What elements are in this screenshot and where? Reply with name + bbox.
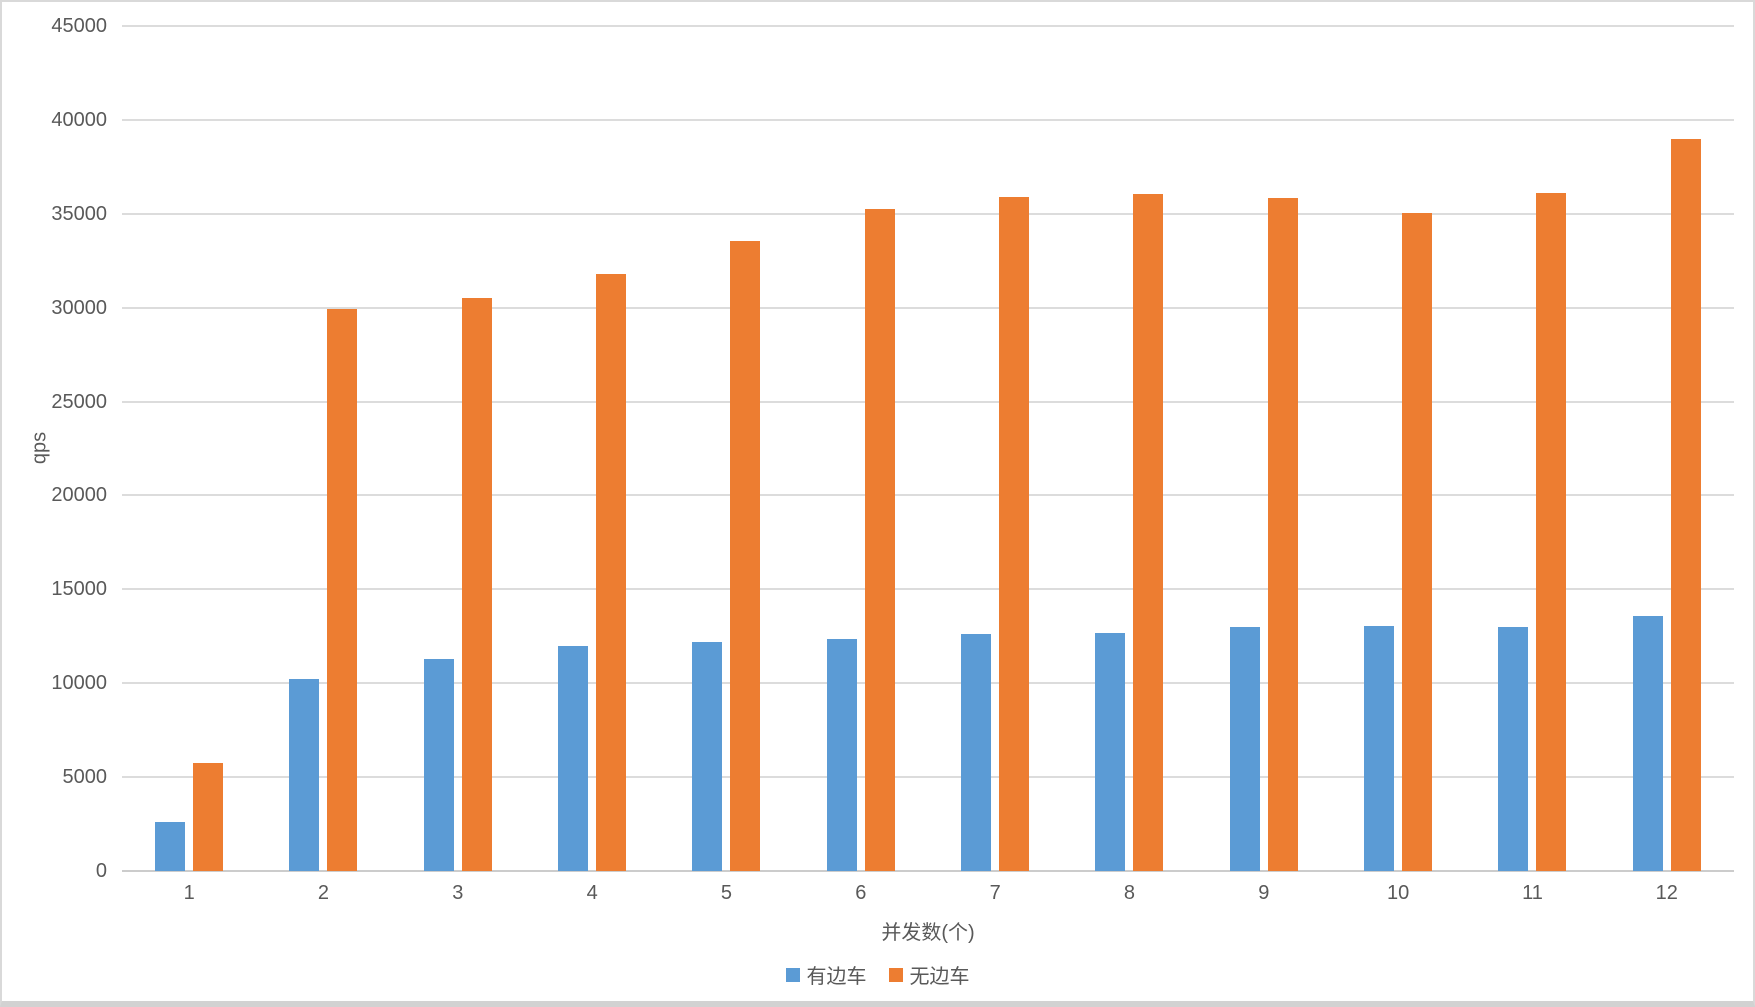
y-tick-label: 10000 <box>51 672 107 695</box>
bar-with-sidecar <box>1229 626 1260 871</box>
category-group-12 <box>1600 26 1734 871</box>
bar-with-sidecar <box>1095 632 1126 871</box>
category-group-8 <box>1062 26 1196 871</box>
bar-with-sidecar <box>1364 625 1395 871</box>
bar-without-sidecar <box>596 273 627 871</box>
bar-with-sidecar <box>423 658 454 871</box>
category-group-11 <box>1465 26 1599 871</box>
y-gridline <box>122 588 1734 591</box>
y-tick-label: 25000 <box>51 390 107 413</box>
gridline-layer <box>122 25 1734 872</box>
bar-without-sidecar <box>461 298 492 871</box>
bar-with-sidecar <box>826 639 857 871</box>
plot-area <box>122 25 1734 872</box>
legend: 有边车 无边车 <box>2 960 1753 989</box>
bar-with-sidecar <box>155 822 186 871</box>
y-gridline <box>122 25 1734 27</box>
category-group-4 <box>525 26 659 871</box>
x-tick-label: 1 <box>183 882 195 904</box>
x-tick-label: 5 <box>720 882 733 904</box>
y-gridline <box>122 118 1734 121</box>
category-group-2 <box>256 26 390 871</box>
y-gridline <box>122 306 1734 309</box>
x-tick-label: 11 <box>1522 882 1543 904</box>
legend-item-without-sidecar: 无边车 <box>888 960 970 989</box>
y-tick-label: 30000 <box>51 296 107 319</box>
x-axis-baseline <box>122 870 1734 872</box>
y-gridline <box>122 494 1734 497</box>
bar-without-sidecar <box>327 308 358 871</box>
bar-with-sidecar <box>961 634 992 871</box>
x-tick-label: 7 <box>989 882 1001 904</box>
bar-without-sidecar <box>1133 194 1164 871</box>
y-tick-label: 20000 <box>51 484 107 507</box>
bar-without-sidecar <box>1267 197 1298 871</box>
category-group-9 <box>1197 26 1331 871</box>
legend-label-without-sidecar: 无边车 <box>909 966 970 988</box>
category-group-6 <box>794 26 928 871</box>
y-gridline <box>122 776 1734 779</box>
bar-without-sidecar <box>999 196 1030 871</box>
bar-without-sidecar <box>1670 138 1701 871</box>
category-group-5 <box>659 26 793 871</box>
bar-layer <box>122 26 1734 871</box>
bar-with-sidecar <box>289 679 320 871</box>
x-tick-label: 3 <box>452 882 464 904</box>
x-tick-label: 6 <box>855 882 867 904</box>
x-axis-title: 并发数(个) <box>881 922 975 944</box>
legend-label-with-sidecar: 有边车 <box>806 966 867 988</box>
y-axis-ticks: 0 5000 10000 15000 20000 25000 30000 35000 40000… <box>2 16 108 881</box>
bar-with-sidecar <box>558 645 589 871</box>
y-tick-label: 35000 <box>51 202 107 225</box>
y-gridline <box>122 682 1734 685</box>
category-group-7 <box>928 26 1062 871</box>
x-tick-label: 9 <box>1258 882 1270 904</box>
y-gridline <box>122 212 1734 215</box>
x-tick-label: 4 <box>586 882 598 904</box>
y-tick-label: 40000 <box>51 108 107 131</box>
x-tick-label: 8 <box>1123 882 1136 904</box>
legend-item-with-sidecar: 有边车 <box>785 960 867 989</box>
category-group-1 <box>122 26 256 871</box>
y-gridline <box>122 400 1734 403</box>
y-tick-label: 45000 <box>51 15 107 37</box>
bar-with-sidecar <box>1632 615 1663 871</box>
x-tick-label: 2 <box>317 882 330 904</box>
category-group-3 <box>391 26 525 871</box>
bar-without-sidecar <box>1536 193 1567 871</box>
x-tick-label: 10 <box>1386 882 1410 904</box>
bar-with-sidecar <box>1498 626 1529 871</box>
x-axis-ticks: 1 2 3 4 5 6 7 8 9 10 11 12 <box>122 882 1734 905</box>
y-tick-label: 5000 <box>62 766 108 789</box>
bar-with-sidecar <box>692 641 723 871</box>
y-tick-label: 0 <box>95 860 107 882</box>
y-axis-title: qps <box>28 431 51 465</box>
bar-without-sidecar <box>730 241 761 871</box>
bar-without-sidecar <box>864 209 895 871</box>
y-tick-label: 15000 <box>51 578 107 601</box>
bar-without-sidecar <box>1402 212 1433 871</box>
legend-swatch-with-sidecar <box>785 967 800 982</box>
x-tick-label: 12 <box>1655 882 1678 904</box>
category-group-10 <box>1331 26 1465 871</box>
legend-swatch-without-sidecar <box>888 967 903 982</box>
bar-without-sidecar <box>193 763 224 871</box>
